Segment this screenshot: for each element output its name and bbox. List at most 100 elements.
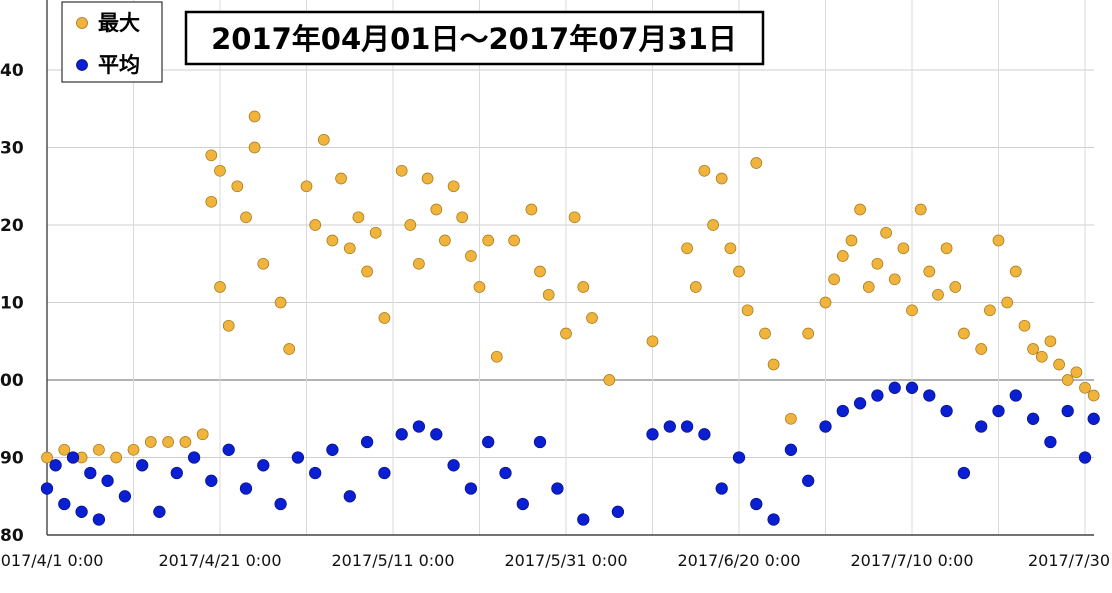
max-point [473, 281, 486, 293]
avg-point [482, 435, 495, 449]
avg-point [205, 474, 218, 487]
max-point [179, 436, 192, 448]
x-axis-ticks: 2017/4/1 0:00 2017/4/21 0:00 2017/5/11 0:0… [0, 551, 1110, 570]
max-point [508, 234, 520, 247]
max-point [1044, 335, 1057, 348]
avg-point [92, 513, 106, 526]
max-point [984, 304, 996, 317]
max-point [309, 219, 322, 231]
avg-point [853, 397, 867, 410]
avg-point [1009, 389, 1022, 402]
legend: 最大 平均 [61, 1, 163, 83]
max-point [1087, 389, 1100, 402]
avg-point [75, 505, 88, 518]
chart-title: 2017年04月01日～2017年07月31日 [211, 22, 737, 56]
max-point [733, 265, 745, 278]
max-point [923, 265, 936, 278]
max-point [1061, 374, 1074, 386]
title-frame [184, 10, 765, 66]
avg-point [66, 451, 80, 464]
max-point [534, 265, 546, 278]
max-point [274, 296, 287, 309]
max-point [1070, 366, 1083, 379]
max-point [715, 172, 728, 185]
avg-point [309, 466, 322, 480]
avg-point [1026, 412, 1040, 425]
avg-point [430, 428, 443, 441]
max-point [1027, 343, 1039, 355]
max-point [932, 288, 944, 301]
y-tick-label: 10 [0, 294, 24, 314]
y-tick-label: 80 [0, 526, 24, 546]
max-point [456, 211, 469, 224]
max-point [430, 203, 443, 216]
max-point [300, 180, 313, 193]
max-point [283, 343, 296, 355]
y-axis-ticks: 80 90 00 10 20 30 40 [0, 61, 24, 546]
avg-point [291, 451, 305, 464]
avg-point [222, 443, 235, 456]
max-point [603, 374, 616, 386]
legend-marker-max [76, 17, 88, 29]
avg-point [239, 482, 253, 495]
max-point [767, 358, 780, 371]
max-point [240, 211, 252, 224]
max-point [352, 211, 365, 224]
avg-point [784, 443, 798, 456]
max-point [1079, 381, 1091, 394]
max-point [447, 180, 460, 193]
max-point [335, 172, 347, 185]
max-point [1035, 350, 1048, 363]
max-point [914, 203, 927, 216]
max-point [646, 335, 659, 348]
avg-point [395, 428, 408, 441]
avg-point [136, 459, 149, 472]
max-point [214, 281, 226, 293]
avg-point [992, 404, 1005, 418]
avg-point [257, 459, 270, 472]
avg-point [836, 404, 849, 418]
avg-point [923, 389, 936, 402]
avg-point [1078, 451, 1092, 464]
avg-point [447, 459, 460, 472]
title-box: 2017年04月01日～2017年07月31日 [184, 10, 765, 66]
legend-label-max: 最大 [98, 11, 140, 35]
max-point [369, 226, 382, 239]
avg-point [101, 474, 114, 487]
avg-point [732, 451, 746, 464]
max-point [58, 443, 71, 456]
max-point [41, 451, 53, 464]
max-point [196, 428, 209, 441]
y-tick-label: 40 [0, 61, 24, 81]
y-tick-label: 90 [0, 449, 24, 469]
avg-point [499, 466, 512, 480]
max-point [819, 296, 832, 309]
x-tick-label: 2017/4/21 0:00 [158, 551, 281, 570]
max-point [525, 203, 538, 216]
avg-point [274, 497, 287, 511]
avg-point [343, 490, 356, 503]
x-tick-label: 2017/7/30 [1028, 551, 1110, 570]
max-point [1053, 358, 1065, 371]
max-point [162, 436, 174, 448]
avg-point [663, 420, 676, 433]
max-point [862, 281, 875, 293]
x-tick-label: 2017/6/20 0:00 [677, 551, 800, 570]
avg-point [84, 466, 97, 480]
avg-point [767, 513, 780, 526]
max-point [465, 250, 477, 262]
max-point [542, 288, 555, 301]
avg-point [118, 490, 132, 503]
avg-point [905, 381, 919, 394]
max-point [906, 304, 918, 317]
series-avg [40, 381, 1100, 526]
max-point [828, 273, 840, 286]
max-point [127, 443, 140, 456]
max-point [836, 250, 849, 262]
avg-point [802, 474, 815, 487]
max-point [681, 242, 693, 255]
avg-point [360, 435, 374, 449]
legend-marker-avg [76, 59, 88, 71]
max-point [897, 242, 910, 255]
max-point [110, 451, 123, 464]
